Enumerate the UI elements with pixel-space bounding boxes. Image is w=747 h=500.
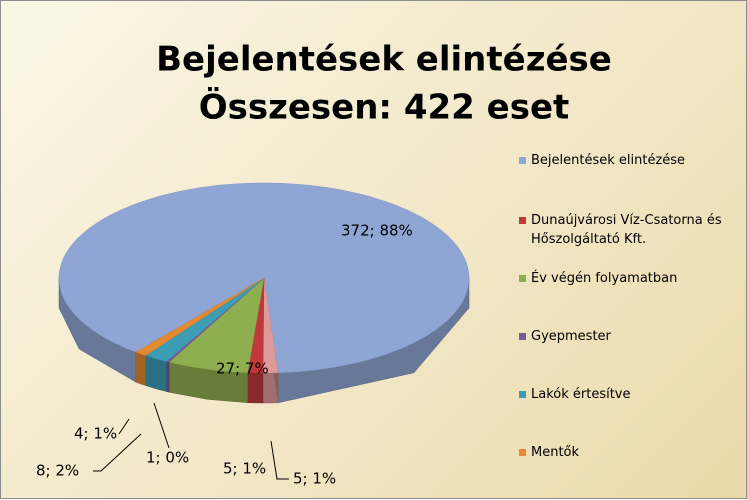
legend-swatch (519, 333, 526, 340)
data-label: 8; 2% (36, 462, 79, 480)
legend-label: Gyepmester (531, 329, 611, 344)
data-label: 27; 7% (216, 360, 269, 378)
legend-item: Gyepmester (519, 327, 734, 346)
data-label: 5; 1% (223, 460, 266, 478)
legend-swatch (519, 275, 526, 282)
legend-swatch (519, 391, 526, 398)
data-label: 1; 0% (146, 449, 189, 467)
legend-item: Dunaújvárosi Víz-Csatorna és Hőszolgálta… (519, 211, 734, 249)
legend-label: Bejelentések elintézése (531, 153, 686, 168)
data-label: 4; 1% (74, 425, 117, 443)
legend-swatch (519, 217, 526, 224)
legend-label: Mentők (531, 445, 580, 460)
legend-item: Mentők (519, 443, 734, 462)
legend-label: Dunaújvárosi Víz-Csatorna és Hőszolgálta… (531, 213, 722, 247)
slice (135, 277, 265, 356)
data-label: 372; 88% (341, 222, 413, 240)
chart-title: Bejelentések elintézése (156, 40, 612, 80)
leader-line (270, 440, 289, 480)
slice (168, 277, 265, 373)
leader-line (93, 433, 142, 472)
slice-side (135, 351, 146, 386)
legend-swatch (519, 449, 526, 456)
legend-label: Év végén folyamatban (531, 271, 678, 286)
legend-item: Év végén folyamatban (519, 269, 734, 288)
data-label: 5; 1% (293, 470, 336, 488)
slice-side (166, 361, 170, 393)
leader-line (153, 402, 170, 449)
chart-subtitle: Összesen: 422 eset (199, 87, 570, 128)
legend-item: Bejelentések elintézése (519, 151, 734, 170)
legend-swatch (519, 157, 526, 164)
legend-item: Lakók értesítve (519, 385, 734, 404)
legend-label: Lakók értesítve (531, 387, 631, 402)
leader-line (118, 418, 130, 435)
